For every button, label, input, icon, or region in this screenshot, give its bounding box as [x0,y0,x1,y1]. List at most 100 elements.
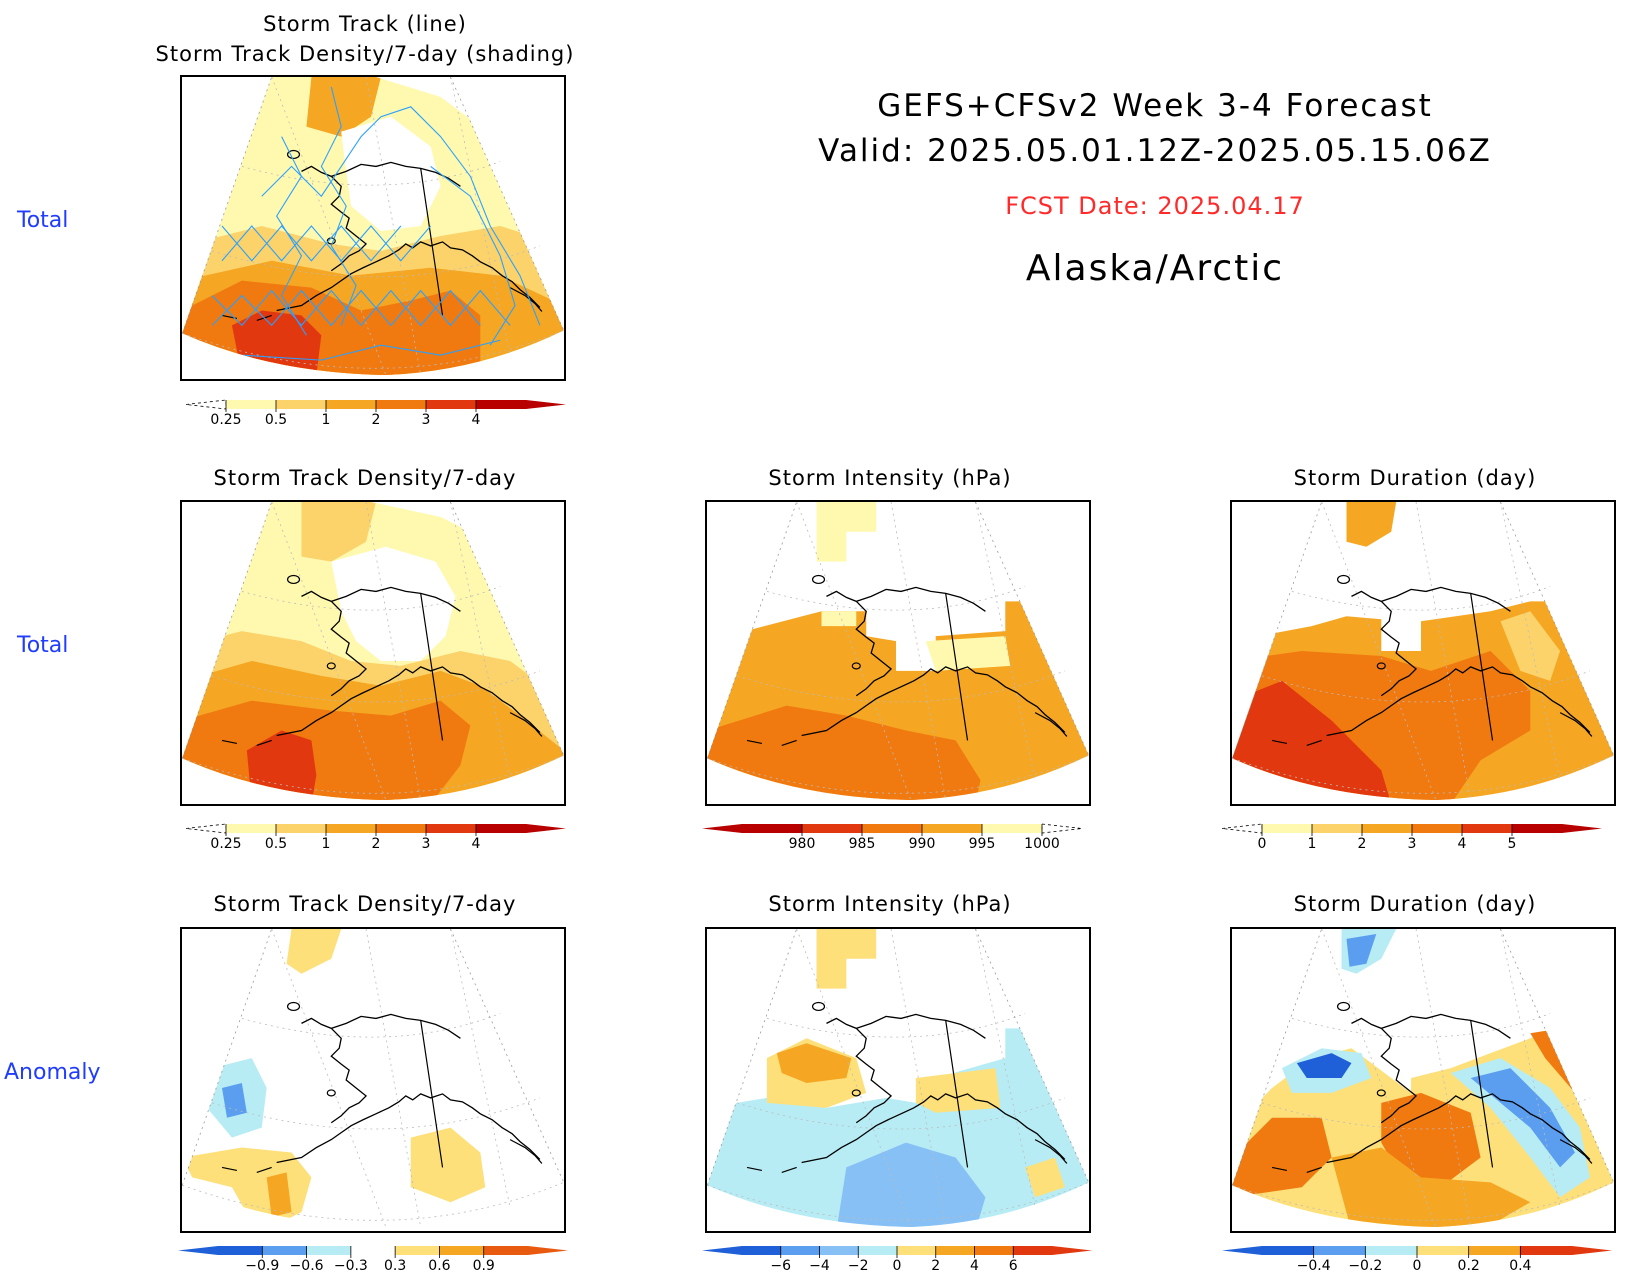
colorbar-high-extension [526,824,566,833]
colorbar-tick-label: 2 [931,1258,940,1274]
colorbar-low-extension [178,1246,218,1255]
colorbar-density-anomaly: −0.9 −0.6 −0.3 0.3 0.6 0.9 [178,1246,568,1274]
colorbar-segment [426,400,477,409]
colorbar-tick-label: 2 [372,836,381,852]
colorbar-tick-label: 4 [472,412,481,428]
colorbar-tick-label: 0.5 [265,412,287,428]
colorbar-tick-label: 3 [422,412,431,428]
colorbar-segment [1312,824,1363,833]
colorbar-intensity-anomaly: −6 −4 −2 0 2 4 6 [702,1246,1092,1274]
colorbar-tick-label: −6 [770,1258,791,1274]
colorbar-high-extension [1052,1246,1092,1255]
colorbar-segment [1313,1246,1366,1255]
colorbar-low-extension [702,824,742,833]
colorbar-tick-label: 0.5 [265,836,287,852]
colorbar-high-extension [526,400,566,409]
colorbar-intensity-total: 980 985 990 995 1000 [702,823,1083,852]
colorbar-low-extension [185,399,227,410]
colorbar-duration-total: 0 1 2 3 4 5 [1221,823,1602,852]
colorbar-segment [1365,1246,1418,1255]
colorbar-segment [1262,824,1313,833]
colorbar-tick-label: 1000 [1024,836,1060,852]
colorbar-tick-label: −0.4 [1297,1258,1331,1274]
colorbar-high-extension [1572,1246,1612,1255]
colorbar-segment [897,1246,937,1255]
colorbar-segment [1468,1246,1521,1255]
map-panel-duration-total [1230,500,1616,806]
colorbar-tick-label: 3 [422,836,431,852]
panel-6-title: Storm Intensity (hPa) [768,892,1012,916]
colorbar-tick-label: −4 [809,1258,830,1274]
map-panel-density-total [180,500,566,806]
colorbar-segment [476,400,527,409]
colorbar-segment [742,1246,782,1255]
colorbar-tick-label: 0.9 [473,1258,495,1274]
colorbar-segment [935,1246,975,1255]
panel-2-title: Storm Track Density/7-day [213,466,517,490]
colorbar-high-extension [528,1246,568,1255]
row-label-total-1: Total [17,208,69,233]
map-panel-track-density [180,75,566,381]
panel-3-title: Storm Intensity (hPa) [768,466,1012,490]
colorbar-segment [974,1246,1014,1255]
colorbar-segment [426,824,477,833]
colorbar-segment [1417,1246,1470,1255]
colorbar-tick-label: 0.25 [210,412,241,428]
colorbar-tick-label: 0.3 [384,1258,406,1274]
colorbar-tick-label: 2 [372,412,381,428]
colorbar-segment [1362,824,1413,833]
colorbar-high-extension [1562,824,1602,833]
colorbar-segment [476,824,527,833]
forecast-title: GEFS+CFSv2 Week 3-4 Forecast [877,88,1433,124]
colorbar-tick-label: 0 [893,1258,902,1274]
colorbar-tick-label: 4 [970,1258,979,1274]
row-label-total-2: Total [17,633,69,658]
colorbar-tick-label: 0 [1413,1258,1422,1274]
colorbar-tick-label: 4 [1458,836,1467,852]
colorbar-tick-label: −0.6 [290,1258,324,1274]
row-label-anomaly: Anomaly [4,1060,101,1085]
valid-period: Valid: 2025.05.01.12Z-2025.05.15.06Z [818,133,1492,169]
colorbar-tick-label: −2 [848,1258,869,1274]
colorbar-segment [780,1246,820,1255]
forecast-date: FCST Date: 2025.04.17 [1005,192,1305,220]
map-panel-intensity-anomaly [705,927,1091,1233]
panel-4-title: Storm Duration (day) [1293,466,1537,490]
colorbar-segment [218,1246,263,1255]
colorbar-tick-label: 3 [1408,836,1417,852]
colorbar-high-extension [1041,823,1083,834]
colorbar-segment [376,400,427,409]
colorbar-segment [922,824,983,833]
colorbar-tick-label: 6 [1009,1258,1018,1274]
colorbar-tick-label: 1 [1308,836,1317,852]
colorbar-segment [306,1246,352,1255]
colorbar-segment [276,824,327,833]
colorbar-segment [439,1246,485,1255]
colorbar-tick-label: 0 [1258,836,1267,852]
colorbar-segment [982,824,1043,833]
colorbar-tick-label: 0.4 [1509,1258,1531,1274]
colorbar-segment [326,400,377,409]
colorbar-segment [326,824,377,833]
colorbar-segment [483,1246,529,1255]
colorbar-segment [819,1246,859,1255]
region-name: Alaska/Arctic [1025,248,1285,289]
colorbar-segment [1262,1246,1315,1255]
colorbar-tick-label: 995 [969,836,996,852]
colorbar-tick-label: 0.25 [210,836,241,852]
colorbar-tick-label: 2 [1358,836,1367,852]
colorbar-tick-label: −0.2 [1348,1258,1382,1274]
colorbar-tick-label: 1 [322,836,331,852]
colorbar-tick-label: 985 [849,836,876,852]
colorbar-tick-label: 980 [789,836,816,852]
colorbar-density-total: 0.25 0.5 1 2 3 4 [185,399,566,428]
colorbar-tick-label: −0.3 [334,1258,368,1274]
colorbar-segment [350,1246,396,1255]
panel-5-title: Storm Track Density/7-day [213,892,517,916]
colorbar-tick-label: 990 [909,836,936,852]
panel-1-title-line1: Storm Track (line) [263,12,467,36]
colorbar-segment [858,1246,898,1255]
map-panel-duration-anomaly [1230,927,1616,1233]
colorbar-segment [862,824,923,833]
colorbar-segment [226,400,277,409]
